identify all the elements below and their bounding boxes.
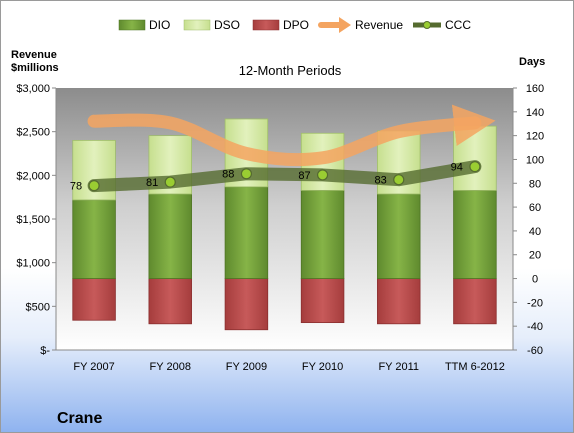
dio-bar <box>453 190 497 279</box>
chart-title: 12-Month Periods <box>239 63 342 78</box>
right-tick-label: 140 <box>526 107 544 119</box>
right-tick-label: 20 <box>529 250 541 262</box>
left-tick-label: $500 <box>26 301 50 313</box>
dio-bar <box>224 186 269 279</box>
right-tick-label: 80 <box>529 178 541 190</box>
ccc-point <box>393 174 405 186</box>
category-label: FY 2009 <box>226 361 267 373</box>
category-label: FY 2007 <box>73 361 114 373</box>
left-tick-label: $- <box>40 345 50 357</box>
left-tick-label: $2,000 <box>16 170 50 182</box>
legend-revenue-swatch <box>318 17 351 33</box>
legend-dso-swatch <box>183 19 211 31</box>
legend-dio-swatch <box>118 19 146 31</box>
ccc-data-label: 78 <box>70 181 82 193</box>
dpo-bar <box>377 278 421 325</box>
dio-bar <box>300 190 345 279</box>
dio-bar <box>72 199 116 279</box>
ccc-point <box>469 161 481 173</box>
legend-dio-label: DIO <box>149 18 170 32</box>
right-axis-title: Days <box>519 56 545 68</box>
dpo-bar <box>300 278 345 324</box>
ccc-data-label: 88 <box>222 169 234 181</box>
legend-ccc-label: CCC <box>445 18 471 32</box>
legend-dso-label: DSO <box>214 18 240 32</box>
company-name: Crane <box>57 410 102 427</box>
category-label: TTM 6-2012 <box>445 361 505 373</box>
revenue-series <box>87 104 496 167</box>
ccc-data-label: 87 <box>298 170 310 182</box>
right-tick-label: 40 <box>529 226 541 238</box>
left-tick-label: $2,500 <box>16 127 50 139</box>
ccc-point <box>88 180 100 192</box>
right-tick-label: -20 <box>527 297 543 309</box>
ccc-data-label: 83 <box>375 175 387 187</box>
right-tick-label: -60 <box>527 345 543 357</box>
dpo-bar <box>148 278 192 325</box>
revenue-line <box>87 104 496 167</box>
left-axis-title-line2: $millions <box>11 62 59 74</box>
category-label: FY 2010 <box>302 361 343 373</box>
category-label: FY 2008 <box>150 361 191 373</box>
right-tick-label: 160 <box>526 83 544 95</box>
dio-bar <box>377 193 421 279</box>
left-tick-label: $1,500 <box>16 214 50 226</box>
legend-dpo-label: DPO <box>283 18 309 32</box>
left-axis-title-line1: Revenue <box>11 49 57 61</box>
axes: $- $500 $1,000 $1,500 $2,000 $2,500 $3,000 -60 -… <box>16 83 544 357</box>
left-tick-label: $3,000 <box>16 83 50 95</box>
right-tick-label: 100 <box>526 154 544 166</box>
right-tick-label: 60 <box>529 202 541 214</box>
ccc-line <box>87 160 482 193</box>
category-label: FY 2011 <box>378 361 419 373</box>
category-labels: FY 2007 FY 2008 FY 2009 FY 2010 FY 2011 TTM 6… <box>73 361 504 373</box>
legend-revenue-label: Revenue <box>355 18 403 32</box>
ccc-point <box>164 176 176 188</box>
ccc-point <box>316 169 329 181</box>
ccc-point <box>240 168 253 180</box>
ccc-series: 78 81 88 87 83 94 <box>70 160 482 193</box>
ccc-data-label: 94 <box>451 162 463 174</box>
dso-bar <box>453 125 497 191</box>
legend-dpo-swatch <box>252 19 280 31</box>
legend: DIO DSO DPO Revenue CCC <box>118 17 471 33</box>
dio-bar <box>148 193 192 279</box>
ccc-data-label: 81 <box>146 177 158 189</box>
dpo-bar <box>224 278 269 331</box>
right-tick-label: -40 <box>527 321 543 333</box>
right-tick-label: 0 <box>532 274 538 286</box>
dpo-bar <box>453 278 497 325</box>
left-tick-label: $1,000 <box>16 258 50 270</box>
dpo-bar <box>72 278 116 321</box>
legend-ccc-swatch <box>413 21 441 29</box>
right-tick-label: 120 <box>526 131 544 143</box>
